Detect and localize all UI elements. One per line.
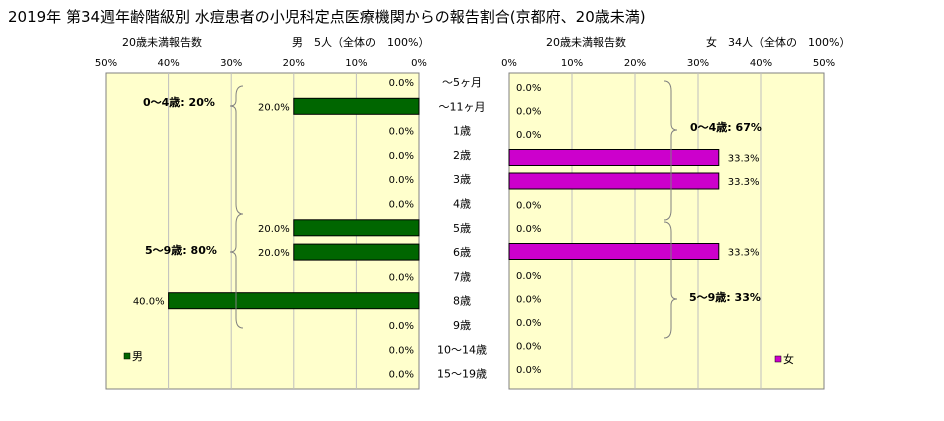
bars-layer xyxy=(168,97,720,310)
category-label: 7歳 xyxy=(453,270,471,283)
male-value-label: 0.0% xyxy=(389,200,414,211)
male-value-label: 0.0% xyxy=(389,370,414,381)
female-value-label: 0.0% xyxy=(516,107,541,118)
male-value-label: 0.0% xyxy=(389,345,414,356)
female-value-label: 0.0% xyxy=(516,365,541,376)
female-tick-label: 50% xyxy=(813,58,835,69)
female-tick-label: 20% xyxy=(624,58,646,69)
male-tick-label: 40% xyxy=(157,58,179,69)
female-legend-swatch xyxy=(774,355,782,363)
male-value-label: 0.0% xyxy=(389,175,414,186)
male-value-label: 0.0% xyxy=(389,272,414,283)
category-label: ～5ヶ月 xyxy=(442,76,482,89)
male-value-label: 0.0% xyxy=(389,151,414,162)
male-value-label: 40.0% xyxy=(133,297,165,308)
male-brace-0-4 xyxy=(229,85,244,215)
male-header: 男 5人（全体の 100%） xyxy=(292,35,429,49)
male-value-label: 0.0% xyxy=(389,321,414,332)
male-bar xyxy=(293,97,420,115)
male-annotation-5-9: 5～9歳: 80% xyxy=(145,243,217,257)
female-plot-area xyxy=(508,72,825,390)
male-tick-label: 20% xyxy=(283,58,305,69)
female-value-label: 33.3% xyxy=(728,177,760,188)
female-bar xyxy=(508,243,720,260)
male-annotation-0-4: 0～4歳: 20% xyxy=(143,95,215,109)
female-tick-label: 40% xyxy=(750,58,772,69)
male-legend-label: 男 xyxy=(132,350,143,363)
chart-title: 2019年 第34週年齢階級別 水痘患者の小児科定点医療機関からの報告割合(京都… xyxy=(8,8,646,26)
female-value-label: 0.0% xyxy=(516,224,541,235)
female-top-label: 20歳未満報告数 xyxy=(546,36,626,49)
male-value-label: 0.0% xyxy=(389,127,414,138)
male-bar xyxy=(293,219,420,237)
female-tick-label: 0% xyxy=(501,58,517,69)
male-tick-label: 0% xyxy=(411,58,427,69)
category-label: 1歳 xyxy=(453,125,471,138)
female-bar xyxy=(508,172,720,190)
category-label: 9歳 xyxy=(453,319,471,332)
male-top-label: 20歳未満報告数 xyxy=(122,36,202,49)
category-label: 10～14歳 xyxy=(437,343,487,356)
female-value-label: 0.0% xyxy=(516,318,541,329)
category-label: 3歳 xyxy=(453,173,471,186)
female-value-label: 0.0% xyxy=(516,342,541,353)
female-annotation-5-9: 5～9歳: 33% xyxy=(689,290,761,304)
female-brace-0-4 xyxy=(663,80,678,221)
male-value-label: 20.0% xyxy=(258,248,290,259)
female-value-label: 0.0% xyxy=(516,130,541,141)
female-brace-5-9 xyxy=(663,221,678,339)
male-tick-label: 50% xyxy=(95,58,117,69)
female-value-label: 0.0% xyxy=(516,271,541,282)
category-label: 5歳 xyxy=(453,222,471,235)
male-value-label: 20.0% xyxy=(258,224,290,235)
category-label: ～11ヶ月 xyxy=(439,100,486,113)
category-label: 6歳 xyxy=(453,246,471,259)
female-value-label: 33.3% xyxy=(728,154,760,165)
male-legend-swatch xyxy=(123,352,131,360)
category-label: 8歳 xyxy=(453,295,471,308)
male-value-label: 20.0% xyxy=(258,102,290,113)
grid-layer xyxy=(168,73,762,389)
female-header: 女 34人（全体の 100%） xyxy=(706,35,850,49)
category-label: 4歳 xyxy=(453,198,471,211)
female-value-label: 0.0% xyxy=(516,201,541,212)
female-bar xyxy=(508,149,720,166)
female-tick-label: 10% xyxy=(561,58,583,69)
female-value-label: 0.0% xyxy=(516,83,541,94)
female-tick-label: 30% xyxy=(687,58,709,69)
male-bar xyxy=(168,292,420,310)
female-value-label: 0.0% xyxy=(516,295,541,306)
male-tick-label: 10% xyxy=(345,58,367,69)
male-tick-label: 30% xyxy=(220,58,242,69)
labels-layer: 0% 10% 20% 30% 40% 50% 0% 10% 20% 30% 40% 50% ～5ヶ月 ～1… xyxy=(95,58,835,381)
category-label: 15～19歳 xyxy=(437,368,487,381)
male-brace-5-9 xyxy=(229,213,244,329)
male-value-label: 0.0% xyxy=(389,78,414,89)
female-annotation-0-4: 0～4歳: 67% xyxy=(690,120,762,134)
female-legend-label: 女 xyxy=(783,352,794,366)
male-bar xyxy=(293,243,420,261)
category-label: 2歳 xyxy=(453,149,471,162)
female-value-label: 33.3% xyxy=(728,248,760,259)
